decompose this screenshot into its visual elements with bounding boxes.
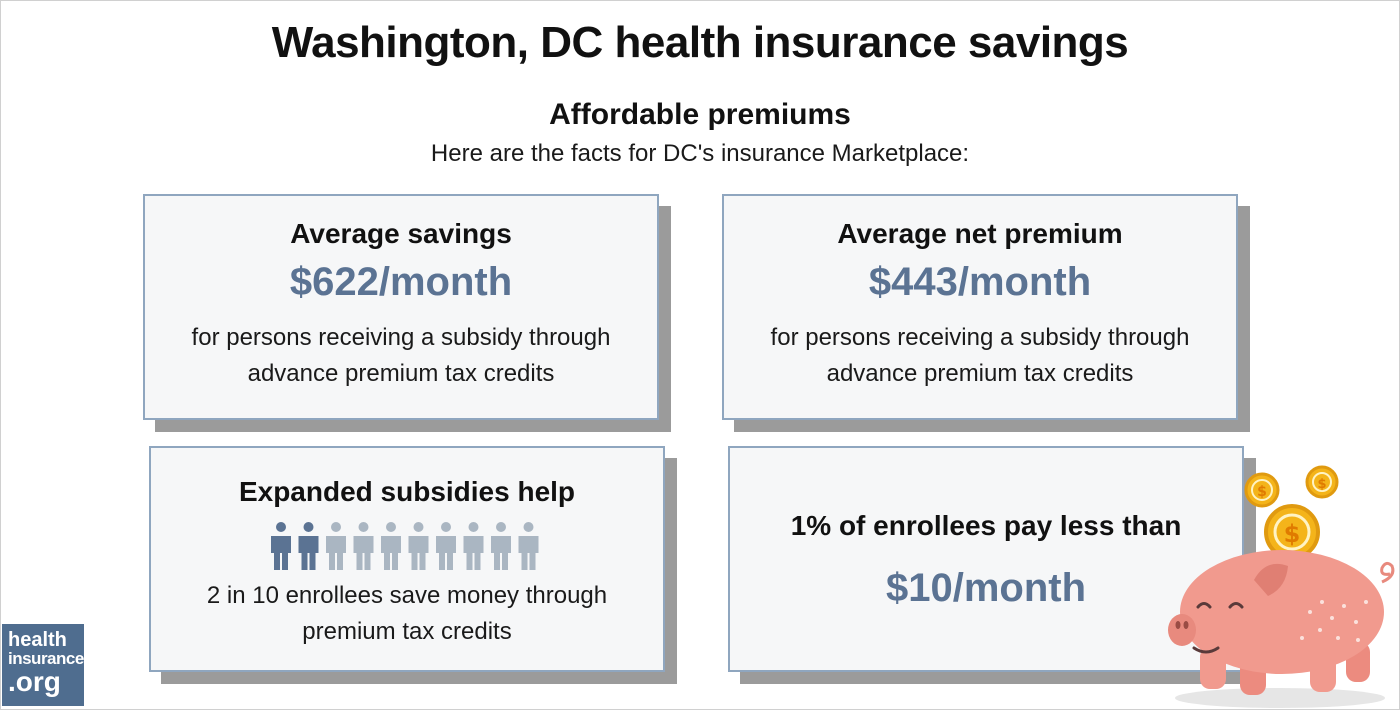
dollar-coin-icon: $: [1244, 472, 1280, 508]
svg-text:$: $: [1317, 477, 1326, 492]
card-description-line: for persons receiving a subsidy through: [770, 324, 1190, 351]
person-icon: [353, 522, 374, 570]
intro-text: Here are the facts for DC's insurance Ma…: [430, 140, 970, 167]
person-icon: [518, 522, 539, 570]
card-heading: Average savings: [290, 218, 512, 249]
card-description: for persons receiving a subsidy through …: [145, 320, 657, 392]
average-savings-card: Average savings $622/month for persons r…: [143, 194, 659, 420]
card-description-line: advance premium tax credits: [247, 360, 555, 387]
low-premium-card: 1% of enrollees pay less than $10/month: [728, 446, 1244, 672]
expanded-subsidies-card: Expanded subsidies help 2 in 10 enrollee…: [149, 446, 665, 672]
people-icon-row: [271, 522, 539, 570]
card-description: 2 in 10 enrollees save money through pre…: [151, 578, 663, 650]
card-value: $443/month: [868, 260, 1092, 304]
logo-text: insurance: [8, 649, 84, 668]
card-heading: Average net premium: [837, 218, 1123, 249]
healthinsurance-org-logo: health insurance .org: [2, 624, 84, 706]
dollar-coin-icon: $: [1305, 465, 1339, 499]
card-heading: 1% of enrollees pay less than: [790, 510, 1182, 541]
svg-text:$: $: [1257, 484, 1267, 500]
card-heading: Expanded subsidies help: [238, 476, 576, 507]
card-description-line: for persons receiving a subsidy through: [191, 324, 611, 351]
person-icon: [491, 522, 511, 570]
logo-text: health: [8, 629, 67, 651]
person-icon: [463, 522, 484, 570]
person-icon: [436, 522, 456, 570]
piggy-bank-icon: $ $ $: [1168, 465, 1395, 708]
person-icon: [326, 522, 346, 570]
person-icon: [381, 522, 401, 570]
card-description-line: advance premium tax credits: [826, 360, 1134, 387]
svg-text:$: $: [1284, 520, 1301, 548]
logo-text: .org: [8, 666, 61, 697]
card-description: for persons receiving a subsidy through …: [724, 320, 1236, 392]
person-icon: [271, 522, 291, 570]
card-value: $10/month: [885, 566, 1087, 610]
card-description-line: 2 in 10 enrollees save money through: [206, 582, 608, 609]
dollar-coin-icon: $: [1264, 504, 1320, 560]
section-subtitle: Affordable premiums: [549, 98, 851, 131]
page-title: Washington, DC health insurance savings: [271, 18, 1129, 67]
person-icon: [408, 522, 429, 570]
person-icon: [298, 522, 319, 570]
card-description-line: premium tax credits: [302, 618, 512, 645]
average-net-premium-card: Average net premium $443/month for perso…: [722, 194, 1238, 420]
card-value: $622/month: [289, 260, 513, 304]
